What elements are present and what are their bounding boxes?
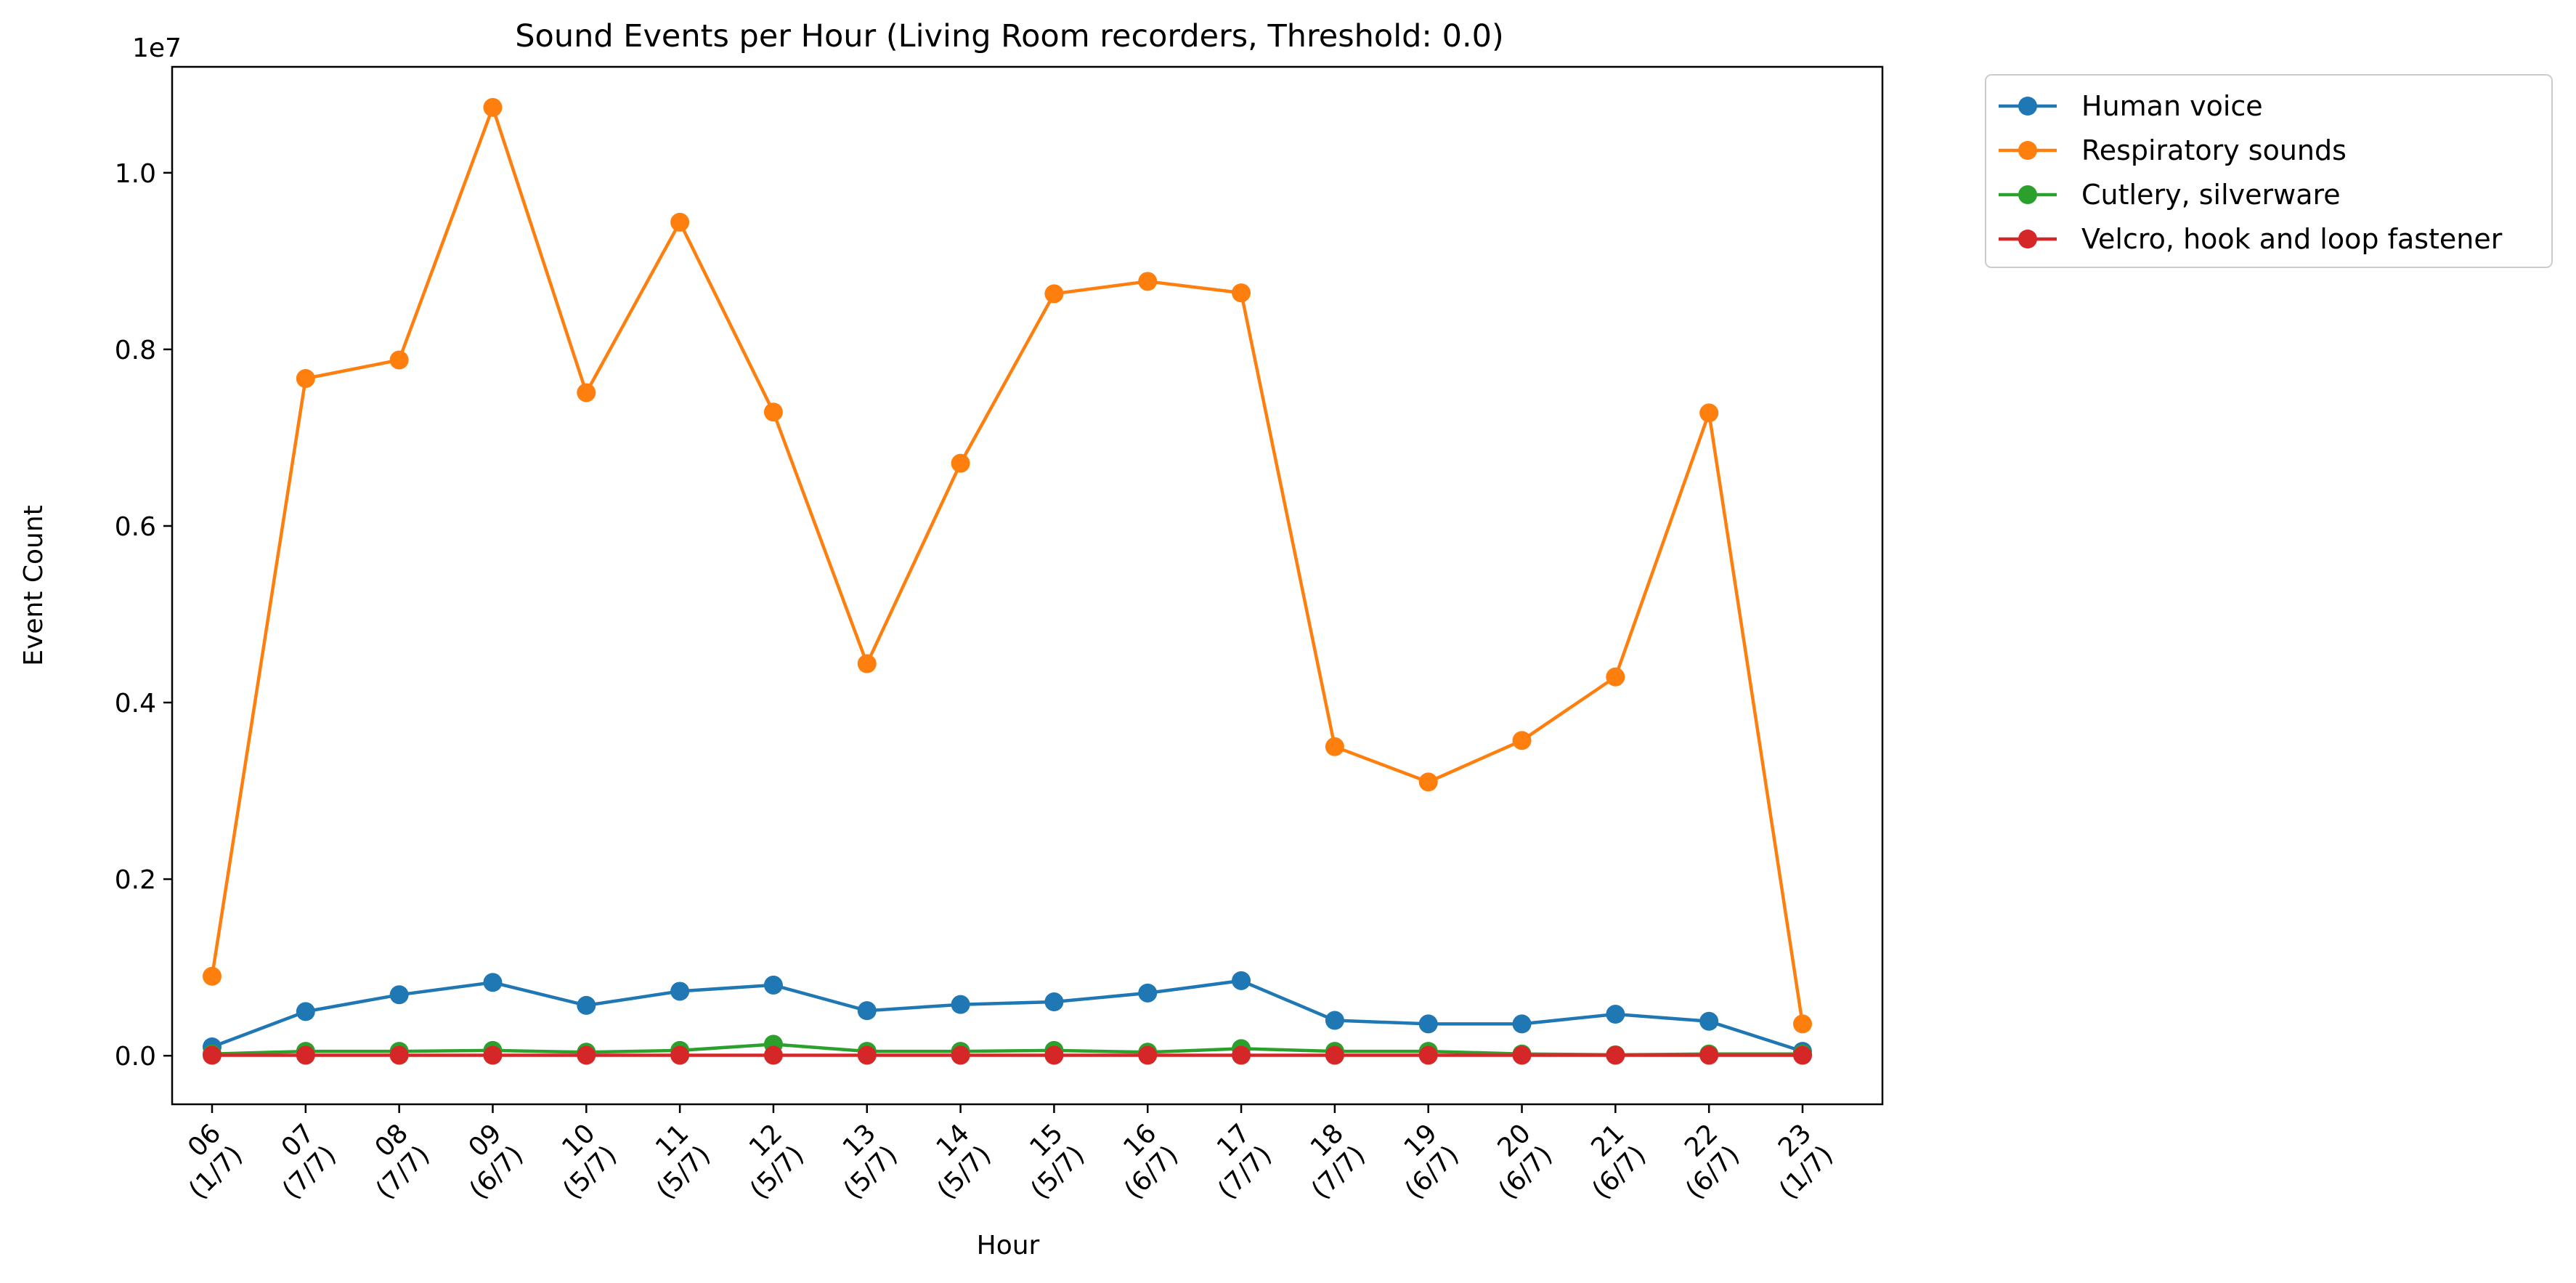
data-point bbox=[857, 1045, 877, 1065]
legend-marker bbox=[2018, 97, 2037, 116]
data-point bbox=[203, 966, 222, 986]
series-1 bbox=[203, 97, 1812, 1034]
data-point bbox=[296, 1002, 315, 1021]
data-point bbox=[1418, 1014, 1438, 1034]
y-axis-label: Event Count bbox=[19, 505, 49, 665]
data-point bbox=[1606, 1005, 1625, 1024]
data-point bbox=[763, 1045, 783, 1065]
y-tick-label: 0.0 bbox=[115, 1042, 156, 1072]
data-point bbox=[1044, 1045, 1064, 1065]
data-point bbox=[1793, 1045, 1812, 1065]
data-point bbox=[951, 995, 970, 1014]
y-tick-label: 0.6 bbox=[115, 512, 156, 542]
data-point bbox=[1512, 731, 1532, 750]
legend-entry: Velcro, hook and loop fastener bbox=[2081, 223, 2503, 255]
data-point bbox=[296, 369, 315, 389]
data-point bbox=[1512, 1045, 1532, 1065]
data-point bbox=[389, 350, 409, 370]
y-tick-label: 0.4 bbox=[115, 689, 156, 719]
legend-entry: Respiratory sounds bbox=[2081, 134, 2347, 166]
data-point bbox=[1793, 1014, 1812, 1034]
data-point bbox=[763, 402, 783, 422]
legend: Human voice Respiratory sounds Cutlery, si… bbox=[1985, 74, 2553, 268]
data-point bbox=[203, 1045, 222, 1065]
y-tick-label: 1.0 bbox=[115, 159, 156, 189]
data-point bbox=[1512, 1014, 1532, 1034]
data-point bbox=[857, 1001, 877, 1021]
data-point bbox=[1138, 272, 1158, 291]
data-point bbox=[577, 383, 596, 402]
data-point bbox=[1699, 403, 1719, 423]
legend-marker bbox=[2018, 141, 2037, 160]
data-point bbox=[1325, 1045, 1344, 1065]
data-point bbox=[1138, 1045, 1158, 1065]
data-point bbox=[296, 1045, 315, 1065]
legend-marker bbox=[2018, 185, 2037, 204]
legend-entry: Human voice bbox=[2081, 90, 2263, 122]
data-point bbox=[670, 212, 690, 232]
data-point bbox=[1418, 1045, 1438, 1065]
data-point bbox=[1699, 1045, 1719, 1065]
data-point bbox=[1325, 1011, 1344, 1030]
plot-frame bbox=[171, 65, 1884, 1106]
data-point bbox=[670, 982, 690, 1001]
series-layer bbox=[203, 97, 1812, 1065]
data-point bbox=[389, 985, 409, 1005]
data-point bbox=[857, 654, 877, 673]
data-point bbox=[951, 453, 970, 473]
data-point bbox=[1044, 992, 1064, 1012]
data-point bbox=[1232, 1045, 1251, 1065]
chart-title: Sound Events per Hour (Living Room recor… bbox=[515, 18, 1504, 54]
data-point bbox=[577, 1045, 596, 1065]
data-point bbox=[483, 973, 503, 992]
data-point bbox=[1325, 737, 1344, 756]
data-point bbox=[389, 1045, 409, 1065]
y-tick-label: 0.8 bbox=[115, 336, 156, 365]
y-offset-label: 1e7 bbox=[132, 33, 182, 63]
data-point bbox=[1606, 1045, 1625, 1065]
legend-box bbox=[1985, 74, 2553, 268]
legend-entry: Cutlery, silverware bbox=[2081, 179, 2341, 211]
data-point bbox=[1699, 1011, 1719, 1031]
data-point bbox=[483, 1045, 503, 1065]
data-point bbox=[1606, 667, 1625, 687]
data-point bbox=[577, 995, 596, 1015]
series-0 bbox=[203, 971, 1812, 1061]
y-tick-label: 0.2 bbox=[115, 865, 156, 895]
data-point bbox=[951, 1045, 970, 1065]
series-line bbox=[211, 979, 1803, 1053]
data-point bbox=[1232, 971, 1251, 990]
data-point bbox=[763, 975, 783, 995]
data-point bbox=[1044, 284, 1064, 304]
series-line bbox=[210, 105, 1805, 1024]
data-point bbox=[483, 97, 503, 117]
data-point bbox=[670, 1045, 690, 1065]
data-point bbox=[1418, 772, 1438, 792]
series-3 bbox=[203, 1045, 1812, 1065]
x-axis-label: Hour bbox=[977, 1231, 1040, 1260]
data-point bbox=[1232, 283, 1251, 303]
legend-marker bbox=[2018, 230, 2037, 248]
data-point bbox=[1138, 983, 1158, 1003]
y-axis: 0.0 0.2 0.4 0.6 0.8 1.0 bbox=[115, 159, 172, 1072]
